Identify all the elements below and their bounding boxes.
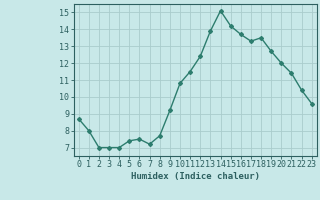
X-axis label: Humidex (Indice chaleur): Humidex (Indice chaleur) bbox=[131, 172, 260, 181]
